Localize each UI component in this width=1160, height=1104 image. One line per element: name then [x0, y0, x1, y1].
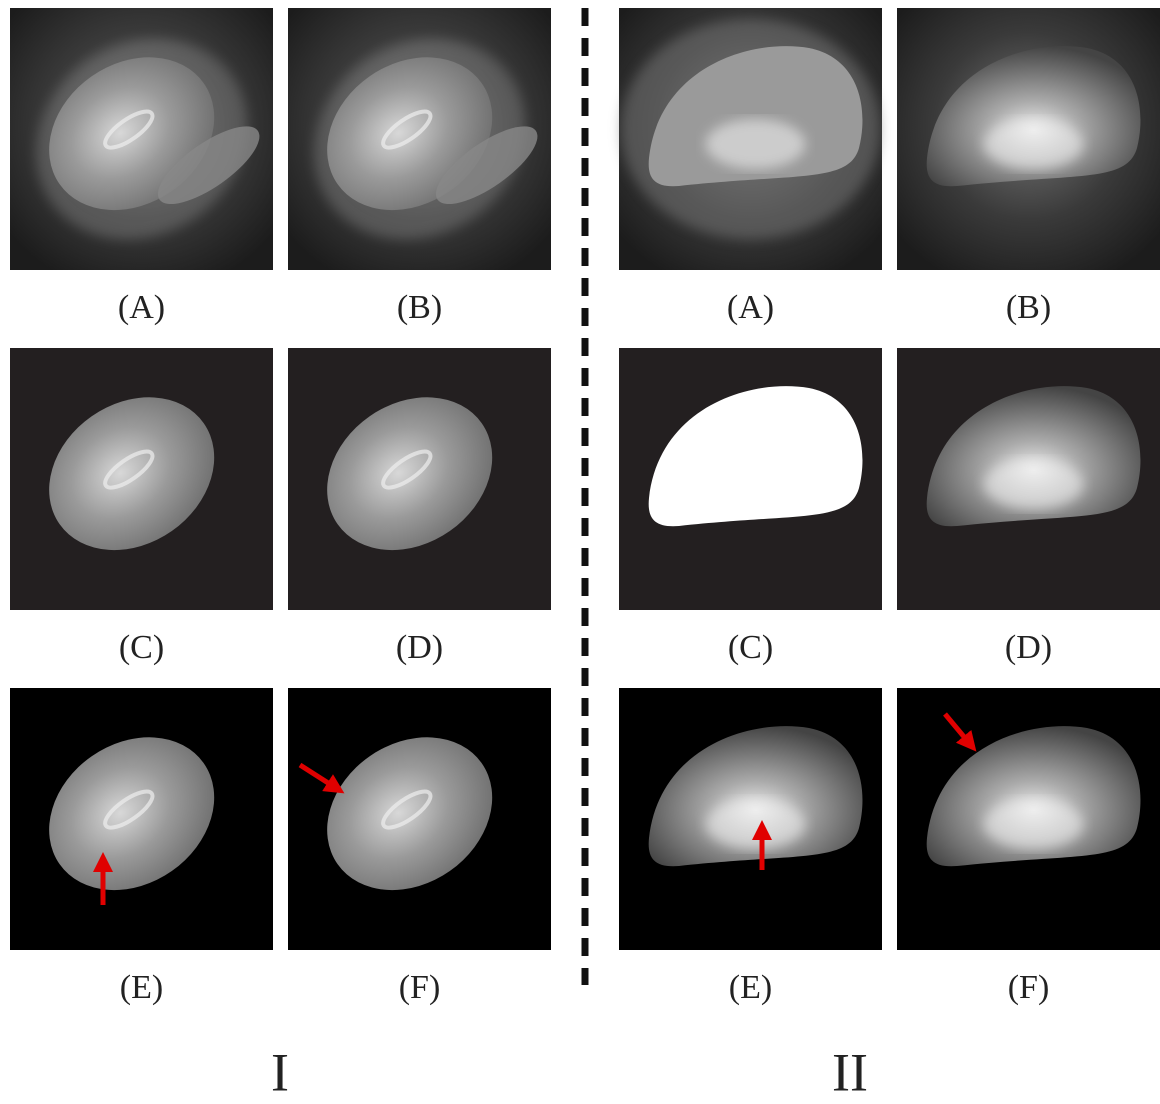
bright-region: [984, 799, 1084, 849]
panel-label: (E): [729, 969, 772, 1006]
panel-label: (F): [399, 969, 441, 1006]
bright-region: [984, 459, 1084, 509]
panel-label: (E): [120, 969, 163, 1006]
image-panel: [897, 348, 1160, 610]
image-panel: [0, 0, 286, 280]
panel-label: (B): [397, 289, 442, 326]
page: {"groups": [ {"label": "I", "panels": [{…: [0, 0, 1160, 1104]
image-panel: [10, 688, 273, 950]
image-panel: [897, 8, 1160, 270]
group-label: II: [832, 1042, 868, 1102]
image-panel: [288, 688, 551, 950]
image-panel: [619, 8, 882, 270]
image-panel: [897, 688, 1160, 950]
bright-region: [706, 119, 806, 169]
panel-label: (D): [396, 629, 443, 666]
figure: (A) (B) (C) (D) (E) (F) I (A) (B) (C) (D) (E) (F) II: [0, 0, 1160, 1104]
image-panel: [619, 348, 882, 610]
image-panel: [275, 0, 564, 280]
bright-region: [984, 119, 1084, 169]
group-label: I: [271, 1042, 289, 1102]
bright-region: [706, 799, 806, 849]
image-panel: [619, 688, 882, 950]
panel-label: (A): [727, 289, 774, 326]
image-panel: [10, 348, 273, 610]
panel-label: (C): [728, 629, 773, 666]
image-panel: [288, 348, 551, 610]
panel-label: (B): [1006, 289, 1051, 326]
panel-label: (A): [118, 289, 165, 326]
panel-label: (F): [1008, 969, 1050, 1006]
panel-label: (C): [119, 629, 164, 666]
panel-label: (D): [1005, 629, 1052, 666]
